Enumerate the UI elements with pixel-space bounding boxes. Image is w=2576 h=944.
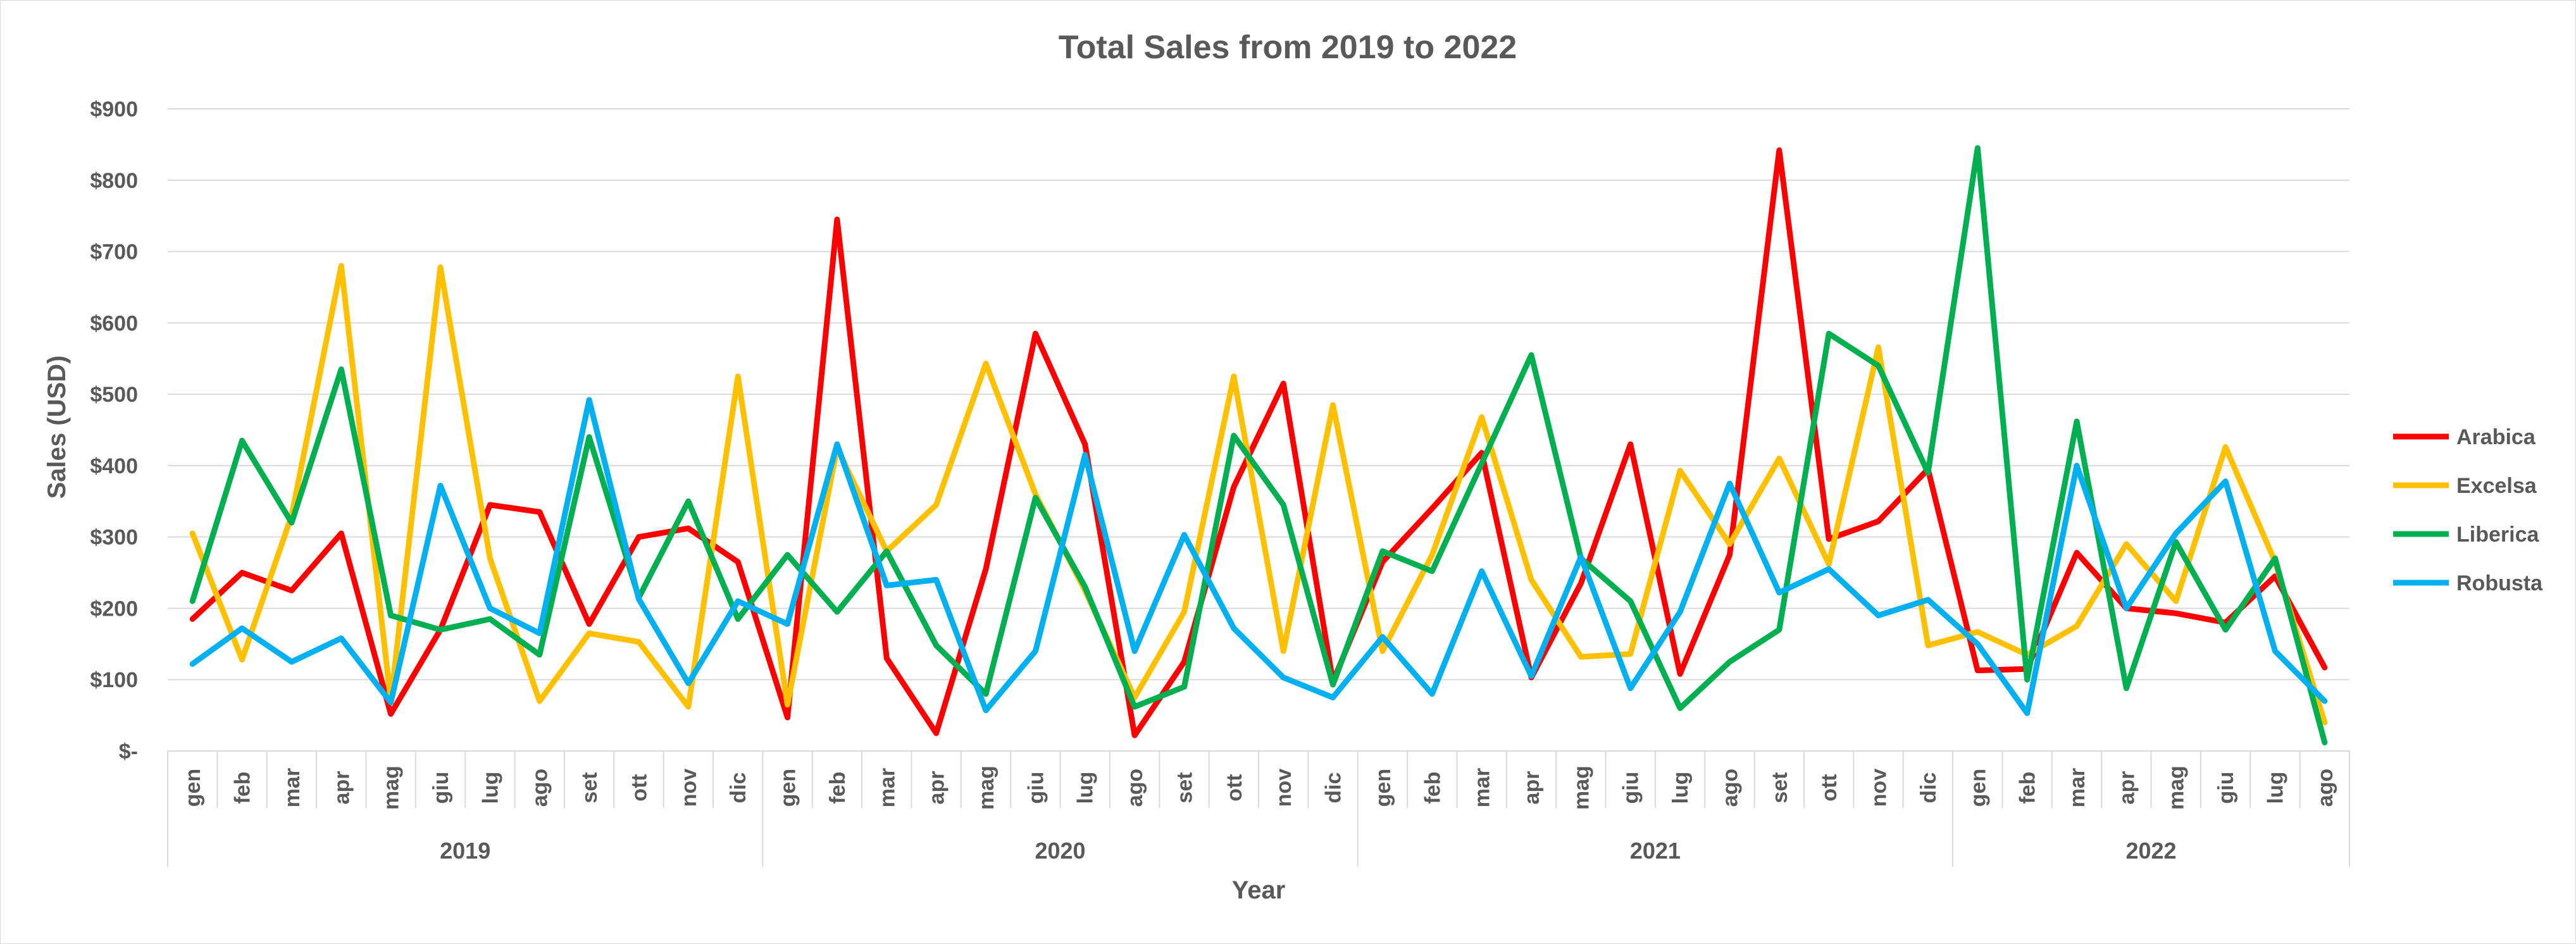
x-tick-label: dic [1917, 772, 1941, 803]
x-tick-label: ago [528, 769, 552, 807]
x-tick-label: lug [478, 772, 502, 804]
y-tick-label: $300 [90, 526, 138, 550]
x-tick-label: gen [181, 769, 205, 807]
x-tick-label: mag [974, 766, 999, 810]
x-tick-label: set [1173, 772, 1197, 803]
year-group-label: 2020 [1035, 838, 1085, 864]
y-tick-label: $900 [90, 97, 138, 121]
x-axis: gen feb mar apr mag giu lug ago set ott nov dic 2019… [167, 750, 2350, 867]
legend-item-arabica: Arabica [2393, 425, 2536, 449]
x-tick-label: giu [429, 772, 453, 804]
y-tick-label: $100 [90, 668, 138, 692]
x-tick-label: gen [776, 769, 800, 807]
y-tick-label: $500 [90, 383, 138, 407]
x-tick-label: mar [280, 768, 304, 807]
series-line-robusta [189, 397, 2328, 716]
year-group-label: 2022 [2125, 838, 2176, 864]
x-tick-label: giu [1619, 772, 1643, 804]
x-tick-label: mar [1471, 768, 1495, 807]
x-tick-label: lug [1669, 772, 1693, 804]
x-axis-title: Year [1232, 876, 1286, 904]
x-tick-label: apr [1520, 771, 1544, 805]
x-tick-label: mag [2165, 766, 2189, 810]
x-tick-label: lug [1074, 772, 1098, 804]
x-tick-label: feb [826, 772, 850, 804]
x-tick-label: ago [1123, 769, 1147, 807]
y-tick-label: $- [119, 740, 138, 764]
x-tick-label: feb [231, 772, 255, 804]
legend-item-excelsa: Excelsa [2393, 474, 2537, 498]
x-tick-label: mar [2065, 768, 2089, 807]
x-tick-label: nov [1867, 769, 1891, 807]
x-tick-label: mar [875, 768, 899, 807]
x-tick-label: nov [677, 769, 701, 807]
x-tick-label: mag [1569, 766, 1593, 810]
x-tick-label: ago [2313, 769, 2337, 807]
y-axis-ticks: $- $100 $200 $300 $400 $500 $600 $700 $800 $900 [90, 97, 138, 764]
y-tick-label: $200 [90, 597, 138, 621]
legend-item-robusta: Robusta [2393, 571, 2543, 595]
x-tick-label: dic [726, 772, 750, 803]
x-tick-label: apr [2115, 771, 2139, 805]
legend-label: Robusta [2456, 571, 2543, 595]
x-tick-label: mag [380, 766, 404, 810]
x-tick-label: giu [2214, 772, 2238, 804]
legend: Arabica Excelsa Liberica Robusta [2393, 425, 2543, 595]
x-tick-label: ott [627, 774, 651, 801]
y-tick-label: $600 [90, 311, 138, 335]
x-tick-label: gen [1966, 769, 1990, 807]
y-tick-label: $800 [90, 169, 138, 193]
x-tick-label: feb [1421, 772, 1445, 804]
legend-item-liberica: Liberica [2393, 523, 2539, 547]
y-tick-label: $400 [90, 454, 138, 478]
legend-label: Liberica [2456, 523, 2539, 547]
y-tick-label: $700 [90, 240, 138, 264]
x-tick-label: nov [1272, 769, 1296, 807]
series-line-liberica [189, 145, 2328, 745]
legend-label: Arabica [2456, 425, 2536, 449]
chart-title: Total Sales from 2019 to 2022 [1059, 29, 1517, 66]
x-tick-label: apr [925, 771, 949, 805]
x-tick-label: giu [1024, 772, 1048, 804]
x-tick-label: ott [1223, 774, 1247, 801]
y-axis-title: Sales (USD) [43, 356, 71, 499]
year-group-label: 2019 [440, 838, 490, 864]
x-tick-label: set [1768, 772, 1792, 803]
x-tick-label: lug [2263, 772, 2287, 804]
x-tick-label: gen [1371, 769, 1395, 807]
x-tick-label: dic [1322, 772, 1346, 803]
legend-label: Excelsa [2456, 474, 2537, 498]
x-tick-label: ott [1817, 774, 1841, 801]
x-tick-label: ago [1718, 769, 1742, 807]
x-tick-label: feb [2016, 772, 2040, 804]
year-group-label: 2021 [1630, 838, 1681, 864]
x-tick-label: set [578, 772, 602, 803]
series-lines [189, 145, 2328, 745]
x-tick-label: apr [330, 771, 354, 805]
